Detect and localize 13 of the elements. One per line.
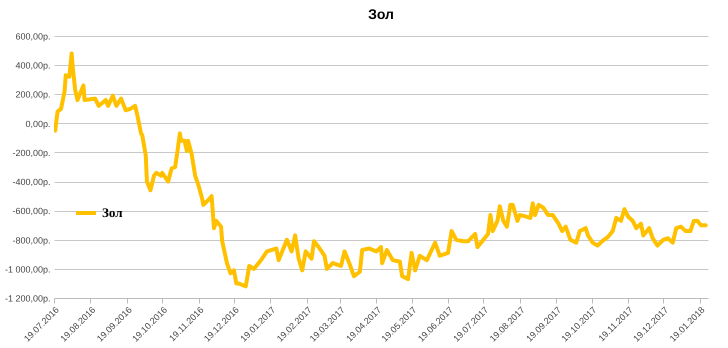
y-tick-label: -200,00р.	[12, 148, 50, 158]
legend-label: Зол	[102, 205, 122, 220]
y-tick-label: -1 200,00р.	[4, 294, 50, 304]
y-tick-label: 400,00р.	[15, 60, 50, 71]
y-tick-label: 200,00р.	[15, 90, 50, 100]
y-tick-label: -1 000,00р.	[4, 264, 50, 274]
y-tick-label: -800,00р.	[12, 235, 50, 246]
y-tick-label: -400,00р.	[12, 177, 50, 188]
chart-title: Зол	[368, 6, 394, 22]
line-series	[54, 51, 708, 288]
y-tick-label: 600,00р.	[15, 32, 50, 42]
y-tick-label: 0,00р.	[25, 118, 50, 129]
y-tick-label: -600,00р.	[12, 206, 50, 216]
